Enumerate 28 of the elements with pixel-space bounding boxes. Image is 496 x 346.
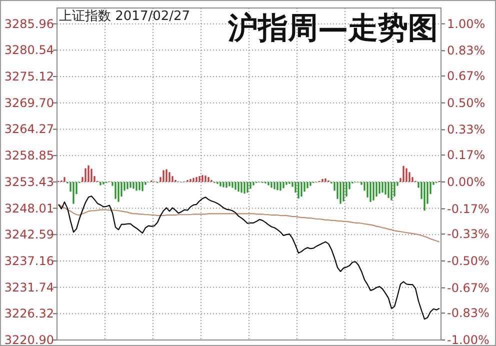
y-tick-label: 3285.96: [4, 16, 54, 31]
y-tick-label: 3264.27: [4, 122, 54, 136]
y-tick-label: 3226.32: [4, 306, 54, 321]
y2-tick-label: 0.67%: [447, 68, 486, 83]
y2-tick-label: -0.33%: [447, 227, 490, 242]
y-tick-label: 3280.54: [4, 43, 54, 58]
y2-tick-label: 0.83%: [447, 44, 486, 58]
y2-tick-label: 0.00%: [447, 174, 486, 189]
y2-tick-label: -0.50%: [447, 254, 490, 268]
chart-subtitle: 上证指数 2017/02/27: [59, 9, 190, 24]
y2-tick-label: 1.00%: [447, 16, 486, 31]
y-tick-label: 3231.74: [4, 280, 54, 294]
chart-title: 沪指周—走势图: [227, 11, 438, 46]
y-tick-label: 3242.59: [4, 228, 54, 242]
y-tick-label: 3275.12: [4, 70, 54, 84]
y2-tick-label: -0.67%: [447, 280, 490, 295]
y-tick-label: 3237.16: [4, 254, 54, 268]
y-tick-label: 3220.90: [4, 333, 54, 346]
y-tick-label: 3258.85: [4, 148, 54, 163]
y-tick-label: 3253.43: [4, 174, 54, 189]
y-tick-label: 3269.70: [4, 96, 54, 110]
y2-tick-label: -0.83%: [447, 306, 490, 320]
y-tick-label: 3248.01: [4, 201, 54, 216]
y2-tick-label: 0.33%: [447, 122, 486, 137]
y2-tick-label: 0.50%: [447, 96, 486, 110]
y2-tick-label: 0.17%: [447, 148, 486, 162]
y2-tick-label: -0.17%: [447, 202, 490, 216]
y2-tick-label: -1.00%: [447, 333, 490, 346]
